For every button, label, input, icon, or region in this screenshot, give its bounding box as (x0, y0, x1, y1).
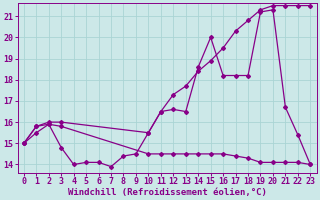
X-axis label: Windchill (Refroidissement éolien,°C): Windchill (Refroidissement éolien,°C) (68, 188, 267, 197)
